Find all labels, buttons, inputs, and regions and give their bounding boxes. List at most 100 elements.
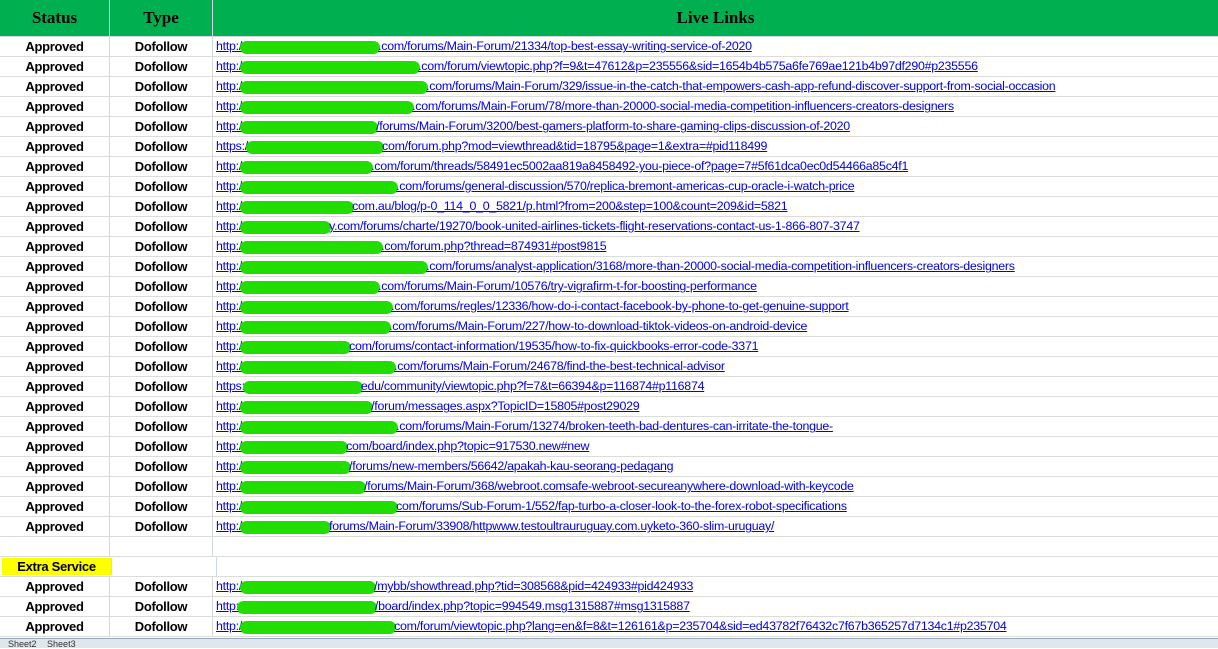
live-link[interactable]: https: edu/community/viewtopic.php?f=7&t=… — [216, 379, 704, 394]
live-link[interactable]: http:/ .com/forums/Main-Forum/21334/top-b… — [216, 39, 752, 54]
sheet-tab[interactable]: Sheet2 — [8, 639, 37, 649]
status-cell[interactable]: Approved — [0, 337, 110, 356]
type-cell[interactable]: Dofollow — [110, 477, 213, 496]
status-cell[interactable]: Approved — [0, 197, 110, 216]
link-cell[interactable]: http:/ .com/forums/analyst-application/31… — [213, 257, 1218, 276]
link-cell[interactable]: https:/ com/forum.php?mod=viewthread&tid=… — [213, 137, 1218, 156]
status-cell[interactable]: Approved — [0, 397, 110, 416]
status-cell[interactable]: Approved — [0, 357, 110, 376]
live-link[interactable]: http:/ /mybb/showthread.php?tid=308568&pi… — [216, 579, 693, 594]
link-cell[interactable]: http:/ .com/forum.php?thread=874931#post9… — [213, 237, 1218, 256]
link-cell[interactable]: http:/ .com/forum/viewtopic.php?f=9&t=476… — [213, 57, 1218, 76]
status-cell[interactable]: Approved — [0, 457, 110, 476]
link-cell[interactable]: http:/ .com/forums/Main-Forum/78/more-tha… — [213, 97, 1218, 116]
status-cell[interactable]: Approved — [0, 257, 110, 276]
type-cell[interactable]: Dofollow — [110, 577, 213, 596]
type-cell[interactable]: Dofollow — [110, 197, 213, 216]
type-cell[interactable]: Dofollow — [110, 277, 213, 296]
type-cell[interactable]: Dofollow — [110, 157, 213, 176]
status-cell[interactable]: Approved — [0, 97, 110, 116]
link-cell[interactable]: http:/ .com/forums/Main-Forum/21334/top-b… — [213, 37, 1218, 56]
live-link[interactable]: http:/ com/board/index.php?topic=917530.n… — [216, 439, 589, 454]
live-link[interactable]: http:/ /forums/Main-Forum/368/webroot.com… — [216, 479, 854, 494]
link-cell[interactable]: http:/ .com/forums/Main-Forum/13274/broke… — [213, 417, 1218, 436]
live-link[interactable]: http:/ .com/forum/threads/58491ec5002aa81… — [216, 159, 908, 174]
status-cell[interactable]: Approved — [0, 137, 110, 156]
type-cell[interactable]: Dofollow — [110, 337, 213, 356]
link-cell[interactable]: http:/ /forums/new-members/56642/apakah-k… — [213, 457, 1218, 476]
type-cell[interactable]: Dofollow — [110, 217, 213, 236]
type-cell[interactable]: Dofollow — [110, 357, 213, 376]
status-cell[interactable]: Approved — [0, 597, 110, 616]
live-link[interactable]: http:/ .com/forums/Main-Forum/329/issue-i… — [216, 79, 1056, 94]
type-cell[interactable]: Dofollow — [110, 297, 213, 316]
live-link[interactable]: http:/ .com/forums/Main-Forum/78/more-tha… — [216, 99, 954, 114]
link-cell[interactable]: http:/ .com/forums/Main-Forum/227/how-to-… — [213, 317, 1218, 336]
type-cell[interactable]: Dofollow — [110, 457, 213, 476]
link-cell[interactable]: http: /board/index.php?topic=994549.msg13… — [213, 597, 1218, 616]
status-cell[interactable]: Approved — [0, 317, 110, 336]
live-link[interactable]: http:/ /forum/messages.aspx?TopicID=15805… — [216, 399, 640, 414]
type-cell[interactable]: Dofollow — [110, 617, 213, 636]
type-cell[interactable]: Dofollow — [110, 377, 213, 396]
type-cell[interactable]: Dofollow — [110, 417, 213, 436]
status-cell[interactable]: Approved — [0, 237, 110, 256]
type-cell[interactable]: Dofollow — [110, 97, 213, 116]
status-cell[interactable]: Approved — [0, 377, 110, 396]
type-cell[interactable]: Dofollow — [110, 57, 213, 76]
type-cell[interactable]: Dofollow — [110, 137, 213, 156]
live-link[interactable]: http:/ forums/Main-Forum/33908/httpwww.te… — [216, 519, 774, 534]
link-cell[interactable]: https: edu/community/viewtopic.php?f=7&t=… — [213, 377, 1218, 396]
status-cell[interactable]: Approved — [0, 57, 110, 76]
status-cell[interactable]: Approved — [0, 177, 110, 196]
live-link[interactable]: http:/ /forums/Main-Forum/3200/best-gamer… — [216, 119, 850, 134]
type-cell[interactable]: Dofollow — [110, 317, 213, 336]
type-cell[interactable]: Dofollow — [110, 517, 213, 536]
status-cell[interactable]: Approved — [0, 437, 110, 456]
status-cell[interactable]: Approved — [0, 577, 110, 596]
type-cell[interactable]: Dofollow — [110, 497, 213, 516]
live-link[interactable]: http:/ /forums/new-members/56642/apakah-k… — [216, 459, 674, 474]
status-cell[interactable]: Approved — [0, 37, 110, 56]
live-link[interactable]: http:/ com/forums/contact-information/195… — [216, 339, 758, 354]
type-cell[interactable]: Dofollow — [110, 437, 213, 456]
status-cell[interactable]: Approved — [0, 277, 110, 296]
link-cell[interactable]: http:/ /mybb/showthread.php?tid=308568&pi… — [213, 577, 1218, 596]
live-link[interactable]: http: /board/index.php?topic=994549.msg13… — [216, 599, 690, 614]
type-cell[interactable]: Dofollow — [110, 37, 213, 56]
status-cell[interactable]: Approved — [0, 617, 110, 636]
type-cell[interactable]: Dofollow — [110, 257, 213, 276]
link-cell[interactable]: http:/ /forums/Main-Forum/3200/best-gamer… — [213, 117, 1218, 136]
status-cell[interactable]: Approved — [0, 477, 110, 496]
live-link[interactable]: http:/ y.com/forums/charte/19270/book-uni… — [216, 219, 860, 234]
link-cell[interactable]: http:/ com/forums/contact-information/195… — [213, 337, 1218, 356]
status-cell[interactable]: Approved — [0, 417, 110, 436]
link-cell[interactable]: http:/ .com/forums/Main-Forum/24678/find-… — [213, 357, 1218, 376]
link-cell[interactable]: http:/ /forum/messages.aspx?TopicID=15805… — [213, 397, 1218, 416]
link-cell[interactable]: http:/ .com/forum/threads/58491ec5002aa81… — [213, 157, 1218, 176]
link-cell[interactable]: http:/ com/board/index.php?topic=917530.n… — [213, 437, 1218, 456]
live-link[interactable]: http:/ .com/forums/Main-Forum/13274/broke… — [216, 419, 833, 434]
link-cell[interactable]: http:/ .com/forums/Main-Forum/10576/try-v… — [213, 277, 1218, 296]
status-cell[interactable]: Approved — [0, 497, 110, 516]
link-cell[interactable]: http:/ .com/forums/regles/12336/how-do-i-… — [213, 297, 1218, 316]
link-cell[interactable]: http:/ /forums/Main-Forum/368/webroot.com… — [213, 477, 1218, 496]
type-cell[interactable]: Dofollow — [110, 237, 213, 256]
type-cell[interactable]: Dofollow — [110, 177, 213, 196]
status-cell[interactable]: Approved — [0, 217, 110, 236]
sheet-tab[interactable]: Sheet3 — [47, 639, 76, 649]
status-cell[interactable]: Approved — [0, 117, 110, 136]
live-link[interactable]: http:/ .com/forums/Main-Forum/10576/try-v… — [216, 279, 757, 294]
live-link[interactable]: http:/ .com/forum.php?thread=874931#post9… — [216, 239, 607, 254]
link-cell[interactable]: http:/ com.au/blog/p-0_114_0_0_5821/p.htm… — [213, 197, 1218, 216]
link-cell[interactable]: http:/ forums/Main-Forum/33908/httpwww.te… — [213, 517, 1218, 536]
link-cell[interactable]: http:/ .com/forums/general-discussion/570… — [213, 177, 1218, 196]
live-link[interactable]: http:/ .com/forums/Main-Forum/24678/find-… — [216, 359, 725, 374]
status-cell[interactable]: Approved — [0, 297, 110, 316]
status-cell[interactable]: Approved — [0, 157, 110, 176]
link-cell[interactable]: http:/ com/forums/Sub-Forum-1/552/fap-tur… — [213, 497, 1218, 516]
live-link[interactable]: http:/ .com/forum/viewtopic.php?f=9&t=476… — [216, 59, 978, 74]
live-link[interactable]: http:/ .com/forums/general-discussion/570… — [216, 179, 855, 194]
status-cell[interactable]: Approved — [0, 517, 110, 536]
link-cell[interactable]: http:/ .com/forums/Main-Forum/329/issue-i… — [213, 77, 1218, 96]
